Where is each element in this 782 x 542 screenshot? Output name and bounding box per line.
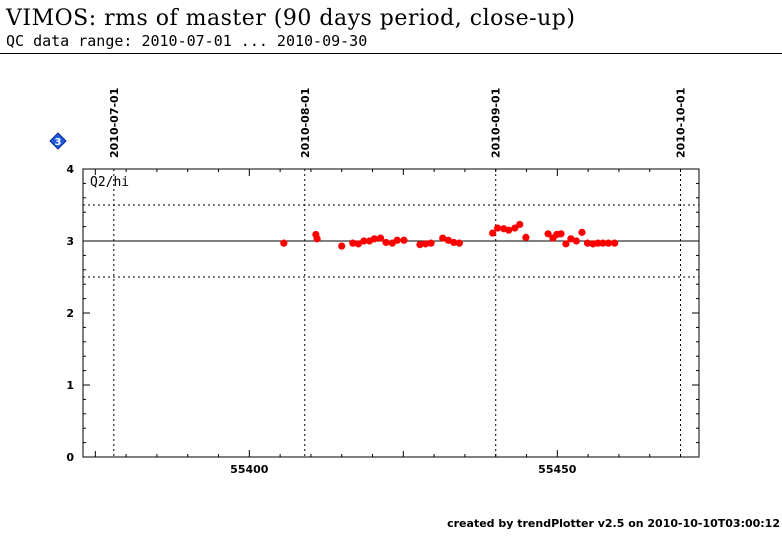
data-point — [505, 226, 513, 234]
data-point — [599, 239, 607, 247]
data-point — [313, 235, 321, 243]
date-markers: 2010-07-01 2010-08-01 2010-09-01 2010-10-01 — [108, 88, 688, 457]
data-point — [421, 240, 430, 248]
header-divider — [0, 53, 782, 54]
panel-label: Q2/hi — [90, 175, 129, 190]
data-point — [578, 228, 586, 236]
y-tick-label: 3 — [66, 235, 74, 248]
data-point — [280, 239, 288, 247]
data-point — [567, 235, 575, 243]
page-subtitle: QC data range: 2010-07-01 ... 2010-09-30 — [6, 32, 368, 50]
data-point — [450, 238, 458, 247]
badge-label: 3 — [55, 137, 62, 148]
data-point — [544, 230, 552, 238]
data-point — [444, 236, 452, 244]
date-marker-label: 2010-08-01 — [299, 88, 312, 158]
data-point — [455, 239, 463, 247]
y-tick-label: 1 — [66, 379, 74, 392]
x-tick-label: 55450 — [538, 463, 577, 476]
data-point — [360, 237, 368, 245]
date-marker-label: 2010-09-01 — [490, 88, 503, 158]
y-tick-label: 4 — [66, 163, 74, 176]
data-point — [562, 240, 570, 248]
date-marker-label: 2010-07-01 — [108, 88, 121, 158]
x-tick-label: 55400 — [230, 463, 269, 476]
data-point — [511, 224, 519, 232]
data-point — [493, 224, 502, 232]
data-point — [393, 236, 401, 244]
data-point — [354, 240, 362, 248]
data-point — [557, 230, 565, 238]
data-point — [604, 239, 613, 247]
data-points — [280, 220, 619, 250]
data-point — [338, 242, 346, 250]
data-point — [489, 229, 497, 237]
plot-area: Q2/hi — [82, 168, 700, 458]
data-point — [439, 234, 447, 242]
data-point — [594, 239, 602, 247]
data-point — [516, 220, 524, 229]
data-point — [583, 239, 592, 247]
data-point — [382, 238, 390, 247]
data-point — [349, 239, 357, 247]
data-point — [522, 233, 530, 241]
data-point — [376, 234, 385, 242]
date-marker-label: 2010-10-01 — [675, 88, 688, 158]
data-point — [370, 235, 378, 243]
data-point — [427, 239, 435, 247]
y-tick-label: 0 — [66, 451, 74, 464]
data-point — [400, 236, 408, 244]
axes: 0 1 2 3 4 55400 55450 — [66, 163, 699, 476]
data-point — [572, 237, 581, 245]
y-tick-label: 2 — [66, 307, 74, 320]
diamond-badge-icon[interactable]: 3 — [49, 132, 67, 150]
page-title: VIMOS: rms of master (90 days period, cl… — [6, 6, 576, 31]
data-point — [416, 241, 424, 249]
plot-frame — [82, 168, 700, 458]
data-point — [611, 239, 619, 247]
footer-credit: created by trendPlotter v2.5 on 2010-10-… — [447, 517, 780, 530]
